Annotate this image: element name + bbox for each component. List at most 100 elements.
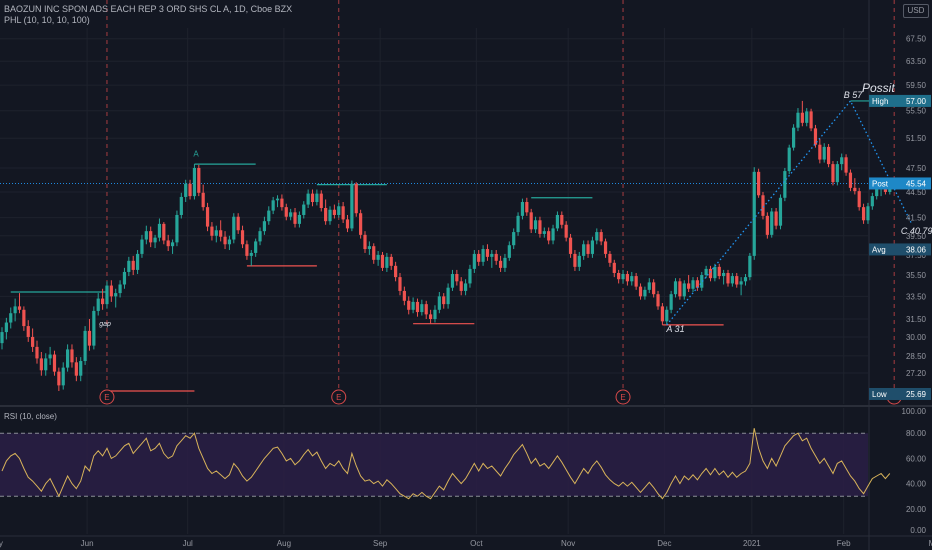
- candle[interactable]: [687, 275, 691, 293]
- candle[interactable]: [262, 216, 267, 235]
- candle[interactable]: [787, 144, 791, 175]
- candle[interactable]: [74, 357, 78, 382]
- earnings-marker[interactable]: [331, 389, 347, 405]
- avg-price-tag[interactable]: Avg 38.06: [869, 243, 931, 256]
- candle[interactable]: [4, 317, 8, 340]
- candle[interactable]: [568, 233, 573, 258]
- candle[interactable]: [354, 182, 358, 217]
- candle[interactable]: [87, 319, 92, 351]
- candle[interactable]: [599, 229, 603, 246]
- candle[interactable]: [708, 265, 713, 282]
- candle[interactable]: [236, 213, 240, 234]
- candle[interactable]: [57, 367, 61, 391]
- candle[interactable]: [437, 292, 441, 314]
- candle[interactable]: [800, 100, 804, 127]
- candle[interactable]: [870, 192, 874, 210]
- candle[interactable]: [223, 231, 227, 250]
- candle[interactable]: [415, 298, 420, 317]
- candle[interactable]: [122, 267, 127, 289]
- candle[interactable]: [319, 190, 323, 212]
- candle[interactable]: [822, 143, 826, 163]
- candle[interactable]: [450, 269, 455, 291]
- candle[interactable]: [100, 288, 105, 310]
- candle[interactable]: [258, 227, 262, 246]
- earnings-marker[interactable]: [99, 389, 115, 405]
- candle[interactable]: [424, 300, 428, 320]
- candle[interactable]: [254, 238, 258, 257]
- candle[interactable]: [337, 202, 341, 218]
- candle[interactable]: [459, 277, 463, 296]
- candle[interactable]: [297, 211, 301, 228]
- candle[interactable]: [695, 277, 699, 291]
- candle[interactable]: [175, 210, 179, 247]
- candle[interactable]: [652, 279, 656, 298]
- candle[interactable]: [79, 357, 83, 382]
- candle[interactable]: [328, 206, 332, 225]
- candle[interactable]: [289, 208, 293, 221]
- candle[interactable]: [761, 191, 765, 220]
- candle[interactable]: [271, 196, 275, 215]
- candle[interactable]: [389, 253, 393, 270]
- candle[interactable]: [17, 293, 22, 314]
- candle[interactable]: [219, 220, 223, 242]
- candle[interactable]: [748, 252, 752, 281]
- candle[interactable]: [630, 271, 634, 286]
- candle[interactable]: [560, 211, 564, 229]
- candle[interactable]: [394, 261, 398, 282]
- candle[interactable]: [722, 269, 726, 285]
- candle[interactable]: [485, 244, 490, 261]
- candle[interactable]: [48, 346, 52, 365]
- candle[interactable]: [813, 124, 818, 148]
- candle[interactable]: [805, 108, 809, 127]
- candle[interactable]: [791, 124, 796, 151]
- candle[interactable]: [507, 241, 511, 261]
- candle[interactable]: [249, 250, 253, 266]
- candle[interactable]: [166, 234, 170, 251]
- candle[interactable]: [844, 154, 848, 176]
- candle[interactable]: [573, 250, 577, 271]
- candle[interactable]: [385, 252, 389, 272]
- candle[interactable]: [634, 272, 638, 290]
- candle[interactable]: [700, 271, 704, 291]
- candle[interactable]: [350, 180, 354, 232]
- candle[interactable]: [490, 250, 494, 268]
- candle[interactable]: [127, 256, 131, 277]
- candle[interactable]: [542, 227, 546, 238]
- candle[interactable]: [848, 169, 853, 192]
- candle[interactable]: [713, 263, 717, 282]
- candle[interactable]: [411, 297, 415, 314]
- candle[interactable]: [586, 240, 590, 258]
- candle[interactable]: [267, 206, 271, 225]
- rsi-line[interactable]: [1, 428, 891, 500]
- candle[interactable]: [302, 201, 306, 219]
- candle[interactable]: [162, 222, 166, 245]
- candle[interactable]: [184, 179, 188, 203]
- candle[interactable]: [809, 108, 813, 132]
- candle[interactable]: [643, 286, 647, 300]
- candle[interactable]: [118, 280, 122, 298]
- candle[interactable]: [188, 179, 192, 200]
- candle[interactable]: [83, 326, 87, 365]
- candle[interactable]: [428, 309, 433, 324]
- candle[interactable]: [861, 203, 866, 224]
- candle[interactable]: [612, 259, 616, 278]
- post-price-tag[interactable]: Post 45.54: [869, 177, 931, 190]
- candle[interactable]: [647, 278, 651, 294]
- candle[interactable]: [735, 272, 739, 288]
- candle[interactable]: [603, 238, 608, 258]
- candle[interactable]: [114, 288, 118, 308]
- high-price-tag[interactable]: High 57.00: [869, 94, 931, 107]
- candle[interactable]: [157, 218, 162, 242]
- candle[interactable]: [494, 250, 498, 265]
- candle[interactable]: [770, 208, 774, 238]
- candle[interactable]: [179, 192, 183, 219]
- candle[interactable]: [730, 272, 734, 287]
- candle[interactable]: [533, 216, 538, 234]
- candle[interactable]: [170, 239, 175, 254]
- candle[interactable]: [638, 283, 643, 300]
- candle[interactable]: [472, 250, 476, 273]
- rsi-pane[interactable]: RSI (10, close): [0, 412, 891, 500]
- candle[interactable]: [796, 108, 800, 132]
- candle[interactable]: [853, 178, 857, 195]
- candle[interactable]: [44, 353, 48, 376]
